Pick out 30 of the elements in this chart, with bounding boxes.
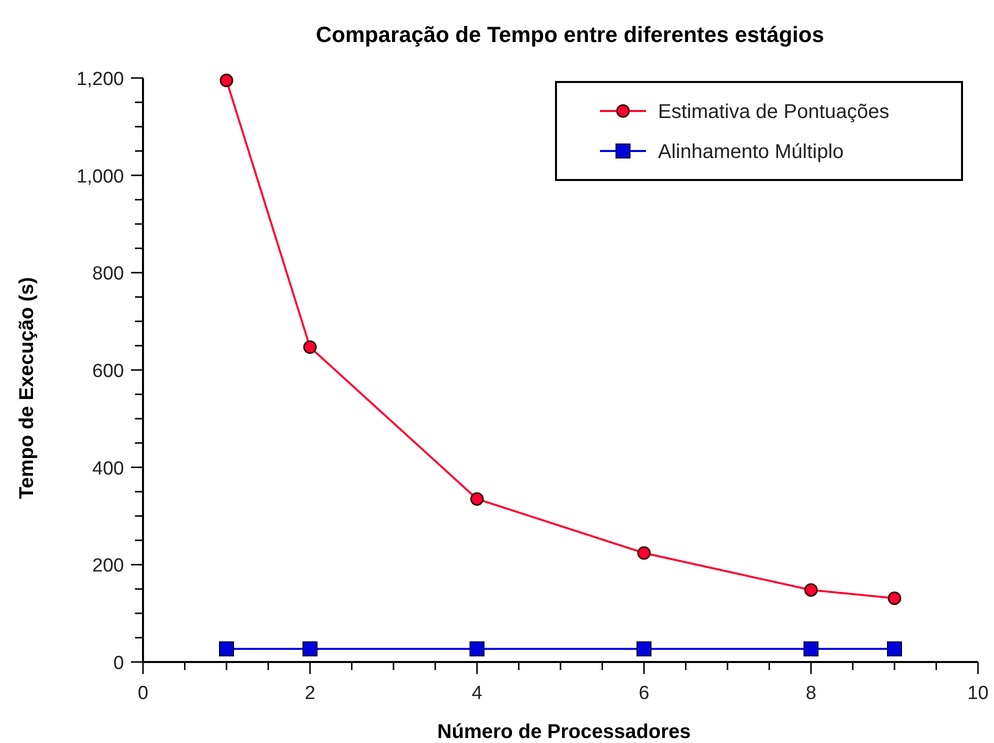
point [804, 583, 818, 597]
y-tick-label: 1,200 [76, 69, 124, 90]
y-tick-label: 800 [92, 264, 124, 285]
point [470, 641, 484, 656]
x-tick-label: 8 [806, 683, 816, 704]
point [303, 340, 317, 354]
legend-label: Alinhamento Múltiplo [658, 141, 844, 163]
x-tick-label: 4 [472, 683, 483, 704]
x-tick-label: 6 [638, 683, 650, 704]
point [220, 74, 234, 88]
point [887, 641, 902, 656]
y-tick-label: 0 [113, 653, 124, 674]
chart-title: Comparação de Tempo entre diferentes estágios [316, 22, 824, 47]
point [804, 641, 818, 656]
x-tick-label: 10 [967, 683, 989, 704]
point [302, 641, 318, 656]
point [637, 546, 651, 560]
point [888, 591, 902, 605]
y-axis-title: Tempo de Execução (s) [16, 277, 38, 499]
x-tick-label: 0 [138, 683, 148, 704]
y-tick-label: 200 [92, 556, 124, 577]
y-tick-label: 600 [92, 361, 124, 382]
y-tick-label: 400 [92, 458, 124, 480]
point [219, 641, 234, 656]
y-tick-label: 1,000 [76, 166, 124, 188]
x-axis-title: Número de Processadores [437, 721, 691, 743]
x-tick-label: 2 [304, 683, 316, 704]
point [636, 641, 652, 656]
point [470, 492, 484, 506]
legend-label: Estimativa de Pontuações [658, 101, 890, 123]
